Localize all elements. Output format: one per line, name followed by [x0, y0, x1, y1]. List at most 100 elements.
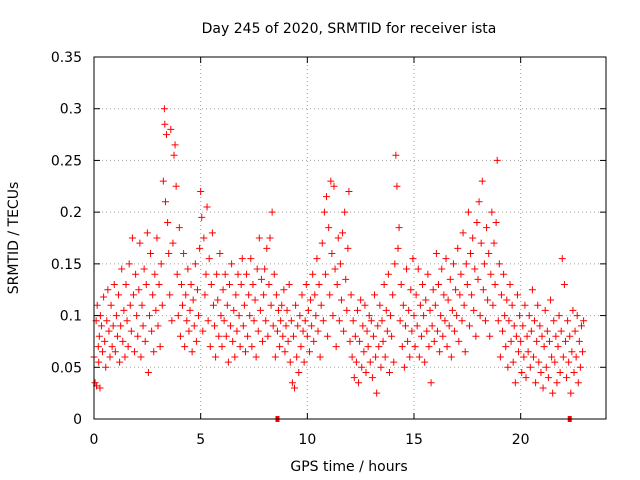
data-point	[522, 374, 530, 382]
y-tick-label: 0.1	[60, 309, 82, 325]
data-point	[115, 291, 123, 299]
data-point	[260, 291, 268, 299]
data-point	[424, 270, 432, 278]
data-point	[188, 348, 196, 356]
data-point	[91, 379, 99, 387]
data-point	[347, 291, 355, 299]
data-point	[246, 312, 254, 320]
data-point	[308, 322, 316, 330]
data-point	[261, 265, 269, 273]
data-point	[465, 322, 473, 330]
data-point	[533, 337, 541, 345]
data-point	[291, 384, 299, 392]
data-point	[451, 327, 459, 335]
y-tick-label: 0.3	[60, 102, 82, 118]
data-point	[471, 265, 479, 273]
data-point	[448, 306, 456, 314]
data-point	[205, 255, 213, 263]
data-point	[469, 234, 477, 242]
data-point	[157, 260, 165, 268]
data-point	[426, 306, 434, 314]
data-point	[193, 286, 201, 294]
data-point	[100, 293, 108, 301]
data-point	[208, 229, 216, 237]
data-point	[249, 281, 257, 289]
data-point	[250, 317, 258, 325]
data-point	[209, 301, 217, 309]
data-point	[531, 317, 539, 325]
data-point	[573, 312, 581, 320]
data-point	[391, 260, 399, 268]
data-point	[106, 353, 114, 361]
data-point	[197, 187, 205, 195]
data-point	[401, 322, 409, 330]
data-point	[275, 306, 283, 314]
data-point	[464, 208, 472, 216]
data-point	[491, 281, 499, 289]
data-point	[221, 270, 229, 278]
data-point	[411, 343, 419, 351]
data-point	[109, 322, 117, 330]
data-point	[124, 343, 132, 351]
data-point	[339, 229, 347, 237]
data-point	[320, 208, 328, 216]
data-point	[271, 353, 279, 361]
data-point	[293, 353, 301, 361]
data-point	[494, 317, 502, 325]
data-point	[336, 260, 344, 268]
data-point	[437, 312, 445, 320]
data-point	[309, 270, 317, 278]
data-point	[142, 281, 150, 289]
data-point	[381, 353, 389, 361]
x-tick-label: 0	[90, 432, 99, 448]
data-point	[510, 322, 518, 330]
data-point	[495, 260, 503, 268]
data-point	[524, 348, 532, 356]
data-point	[553, 379, 561, 387]
data-point	[176, 332, 184, 340]
data-point	[255, 234, 263, 242]
data-point	[301, 317, 309, 325]
x-tick-label: 10	[298, 432, 316, 448]
data-point	[484, 296, 492, 304]
data-point	[363, 327, 371, 335]
data-point	[149, 291, 157, 299]
data-point	[161, 198, 169, 206]
data-point	[328, 250, 336, 258]
grid	[94, 57, 606, 419]
data-point	[575, 337, 583, 345]
data-point	[362, 368, 370, 376]
data-point	[579, 348, 587, 356]
data-point	[447, 353, 455, 361]
data-point	[454, 244, 462, 252]
data-point	[433, 327, 441, 335]
data-point	[154, 322, 162, 330]
data-point	[341, 208, 349, 216]
data-point	[297, 343, 305, 351]
data-point	[505, 317, 513, 325]
data-point	[427, 379, 435, 387]
data-point	[307, 296, 315, 304]
data-point	[323, 193, 331, 201]
data-point	[167, 125, 175, 133]
data-point	[102, 363, 110, 371]
data-point	[547, 296, 555, 304]
data-point	[150, 348, 158, 356]
data-point	[423, 327, 431, 335]
data-point	[463, 281, 471, 289]
x-tick-label: 15	[405, 432, 423, 448]
data-point	[184, 265, 192, 273]
data-point	[259, 337, 267, 345]
data-point	[234, 270, 242, 278]
data-points	[90, 105, 588, 397]
data-point	[203, 203, 211, 211]
data-point	[318, 239, 326, 247]
data-point	[171, 141, 179, 149]
data-point	[567, 389, 575, 397]
data-point	[174, 312, 182, 320]
data-point	[125, 260, 133, 268]
data-point	[486, 332, 494, 340]
data-point	[529, 353, 537, 361]
data-point	[187, 281, 195, 289]
data-point	[366, 358, 374, 366]
